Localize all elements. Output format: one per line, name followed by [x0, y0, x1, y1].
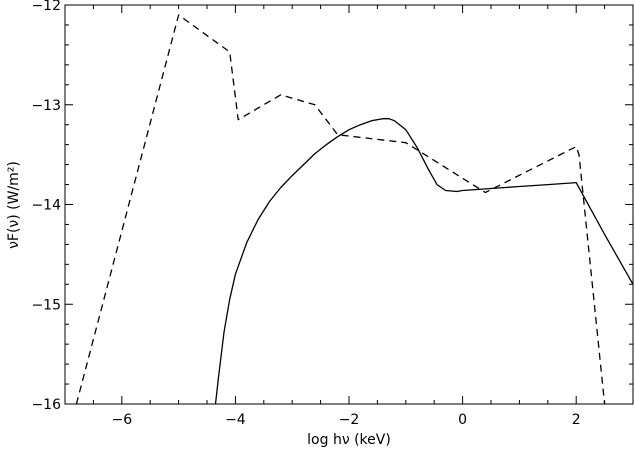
tick-labels: −6 −4 −2 0 2 −16 −15 −14 −13 −12	[31, 0, 580, 428]
solid-series-line	[214, 118, 633, 404]
x-tick-label: −6	[111, 412, 132, 428]
series-layer	[75, 14, 633, 404]
y-tick-label: −13	[31, 98, 61, 114]
y-tick-label: −15	[31, 297, 61, 313]
dashed-series-line	[75, 14, 606, 404]
y-tick-label: −16	[31, 397, 61, 413]
x-tick-label: −2	[339, 412, 360, 428]
x-axis-title: log hν (keV)	[307, 432, 391, 448]
y-tick-label: −12	[31, 0, 61, 14]
plot-frame	[64, 4, 634, 405]
y-axis-title: νF(ν) (W/m²)	[6, 161, 22, 249]
tick-marks	[64, 4, 634, 405]
x-tick-label: −4	[225, 412, 246, 428]
y-tick-label: −14	[31, 198, 61, 214]
x-tick-label: 2	[572, 412, 581, 428]
x-tick-label: 0	[458, 412, 467, 428]
